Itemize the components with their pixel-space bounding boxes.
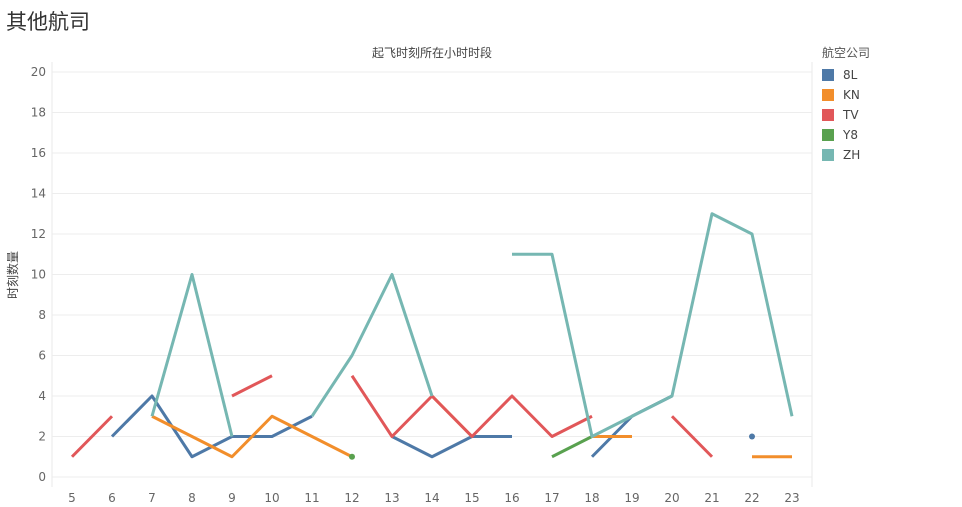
x-tick-label: 6 (108, 491, 116, 505)
x-tick-label: 20 (664, 491, 679, 505)
line-segment-ZH (310, 273, 434, 418)
x-tick-label: 15 (464, 491, 479, 505)
y-tick-label: 4 (38, 389, 46, 403)
line-segment-Y8 (551, 435, 593, 459)
x-tick-label: 14 (424, 491, 439, 505)
series-ZH (150, 212, 794, 438)
line-segment-8L (391, 435, 512, 459)
x-tick-label: 10 (264, 491, 279, 505)
x-tick-label: 18 (584, 491, 599, 505)
x-tick-label: 12 (344, 491, 359, 505)
x-tick-label: 21 (704, 491, 719, 505)
line-segment-TV (70, 415, 114, 458)
legend-swatch (822, 69, 834, 81)
legend-item-TV[interactable]: TV (822, 105, 870, 125)
line-segment-TV (670, 415, 714, 458)
legend-label: Y8 (843, 128, 858, 142)
x-tick-label: 7 (148, 491, 156, 505)
x-tick-label: 16 (504, 491, 519, 505)
axis-ticks: 0 2 4 6 8 10 12 14 16 18 20 5 6 7 8 9 10 11 12 13 14 15 16 17 18… (31, 65, 800, 505)
y-tick-label: 20 (31, 65, 46, 79)
y-tick-label: 8 (38, 308, 46, 322)
legend-swatch (822, 109, 834, 121)
x-tick-label: 11 (304, 491, 319, 505)
chart-title: 起飞时刻所在小时时段 (372, 45, 492, 60)
legend-item-ZH[interactable]: ZH (822, 145, 870, 165)
x-tick-label: 17 (544, 491, 559, 505)
y-tick-label: 12 (31, 227, 46, 241)
series-KN (151, 394, 792, 459)
legend-item-8L[interactable]: 8L (822, 65, 870, 85)
y-tick-label: 10 (31, 268, 46, 282)
x-tick-label: 22 (744, 491, 759, 505)
x-tick-label: 8 (188, 491, 196, 505)
x-tick-label: 5 (68, 491, 76, 505)
y-tick-label: 14 (31, 187, 46, 201)
point-8L (749, 433, 755, 440)
line-segment-TV (350, 374, 593, 438)
series-8L (110, 394, 755, 459)
series-TV (70, 374, 714, 458)
y-tick-label: 2 (38, 430, 46, 444)
legend-swatch (822, 89, 834, 101)
series-lines (70, 212, 794, 460)
line-segment-8L (590, 394, 673, 458)
line-segment-TV (231, 374, 273, 398)
page-title: 其他航司 (6, 10, 90, 34)
series-Y8 (349, 435, 593, 460)
x-tick-label: 19 (624, 491, 639, 505)
x-tick-label: 23 (784, 491, 799, 505)
x-tick-label: 9 (228, 491, 236, 505)
line-segment-ZH (512, 212, 794, 438)
legend-swatch (822, 129, 834, 141)
legend-title: 航空公司 (822, 46, 871, 60)
y-tick-label: 18 (31, 106, 46, 120)
legend-item-KN[interactable]: KN (822, 85, 870, 105)
point-Y8 (349, 453, 355, 460)
x-tick-label: 13 (384, 491, 399, 505)
y-tick-label: 16 (31, 146, 46, 160)
legend-item-Y8[interactable]: Y8 (822, 125, 870, 145)
legend-label: TV (843, 108, 859, 122)
line-segment-ZH (150, 273, 234, 437)
gridlines (51, 62, 813, 487)
legend-label: 8L (843, 68, 858, 82)
legend-label: ZH (843, 148, 861, 162)
legend-swatch (822, 149, 834, 161)
legend: 航空公司 8L KN TV Y8 ZH (822, 44, 870, 165)
y-tick-label: 0 (38, 470, 46, 484)
y-tick-label: 6 (38, 349, 46, 363)
y-axis-label: 时刻数量 (5, 251, 20, 299)
legend-label: KN (843, 88, 860, 102)
line-segment-KN (151, 414, 353, 459)
